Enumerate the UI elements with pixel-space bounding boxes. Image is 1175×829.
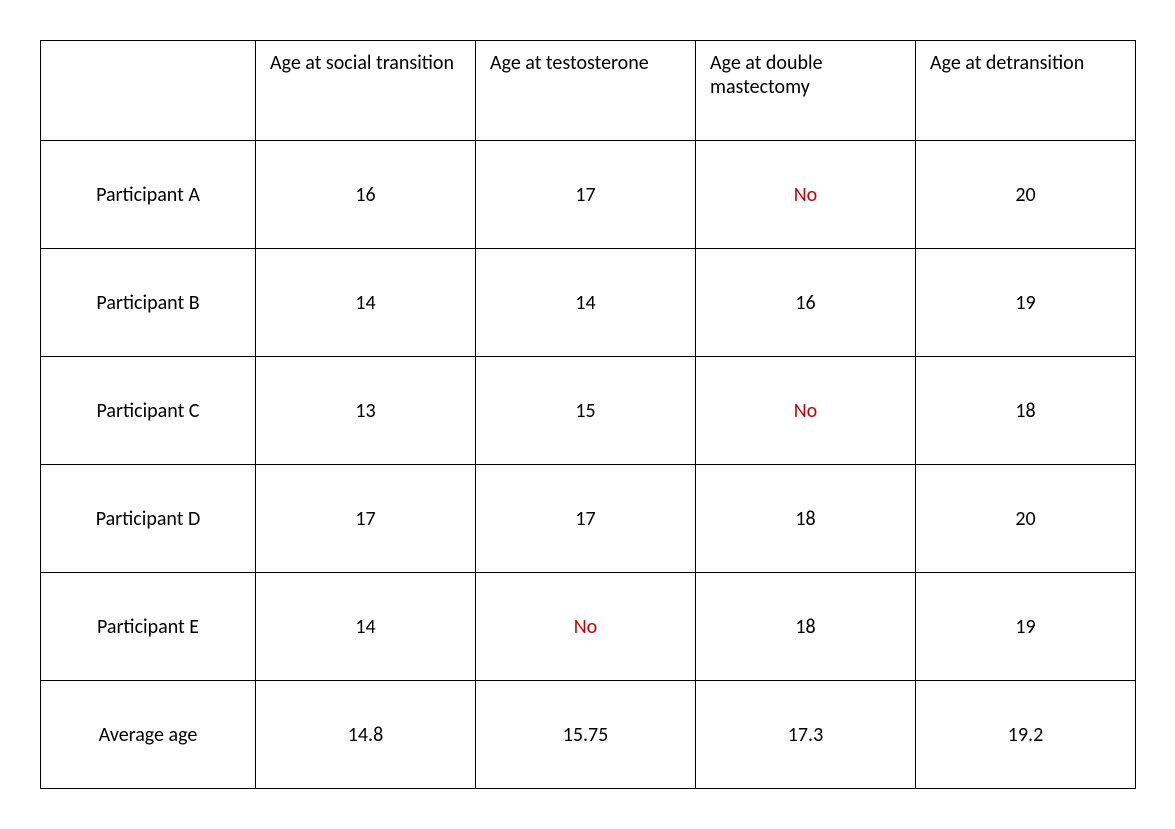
- cell-value: 14.8: [256, 681, 476, 789]
- header-blank: [41, 41, 256, 141]
- cell-value: 17.3: [696, 681, 916, 789]
- cell-value: 19: [916, 249, 1136, 357]
- table-row: Participant C 13 15 No 18: [41, 357, 1136, 465]
- cell-value: No: [696, 141, 916, 249]
- table-row: Participant B 14 14 16 19: [41, 249, 1136, 357]
- row-label: Participant A: [41, 141, 256, 249]
- cell-value: No: [476, 573, 696, 681]
- cell-value: 13: [256, 357, 476, 465]
- cell-value: 18: [916, 357, 1136, 465]
- header-row: Age at social transition Age at testoste…: [41, 41, 1136, 141]
- cell-value: 17: [256, 465, 476, 573]
- header-testosterone: Age at testosterone: [476, 41, 696, 141]
- cell-value: 18: [696, 465, 916, 573]
- cell-value: 15: [476, 357, 696, 465]
- cell-value: No: [696, 357, 916, 465]
- cell-value: 16: [696, 249, 916, 357]
- cell-value: 15.75: [476, 681, 696, 789]
- table-row: Participant D 17 17 18 20: [41, 465, 1136, 573]
- cell-value: 14: [256, 573, 476, 681]
- cell-value: 17: [476, 465, 696, 573]
- cell-value: 14: [476, 249, 696, 357]
- data-table: Age at social transition Age at testoste…: [40, 40, 1136, 789]
- header-double-mastectomy: Age at double mastectomy: [696, 41, 916, 141]
- header-detransition: Age at detransition: [916, 41, 1136, 141]
- table-row-average: Average age 14.8 15.75 17.3 19.2: [41, 681, 1136, 789]
- row-label: Participant C: [41, 357, 256, 465]
- cell-value: 19.2: [916, 681, 1136, 789]
- header-social-transition: Age at social transition: [256, 41, 476, 141]
- cell-value: 18: [696, 573, 916, 681]
- cell-value: 14: [256, 249, 476, 357]
- row-label: Participant B: [41, 249, 256, 357]
- row-label: Participant D: [41, 465, 256, 573]
- cell-value: 17: [476, 141, 696, 249]
- table-row: Participant A 16 17 No 20: [41, 141, 1136, 249]
- row-label: Average age: [41, 681, 256, 789]
- cell-value: 20: [916, 141, 1136, 249]
- row-label: Participant E: [41, 573, 256, 681]
- cell-value: 16: [256, 141, 476, 249]
- cell-value: 19: [916, 573, 1136, 681]
- table-row: Participant E 14 No 18 19: [41, 573, 1136, 681]
- cell-value: 20: [916, 465, 1136, 573]
